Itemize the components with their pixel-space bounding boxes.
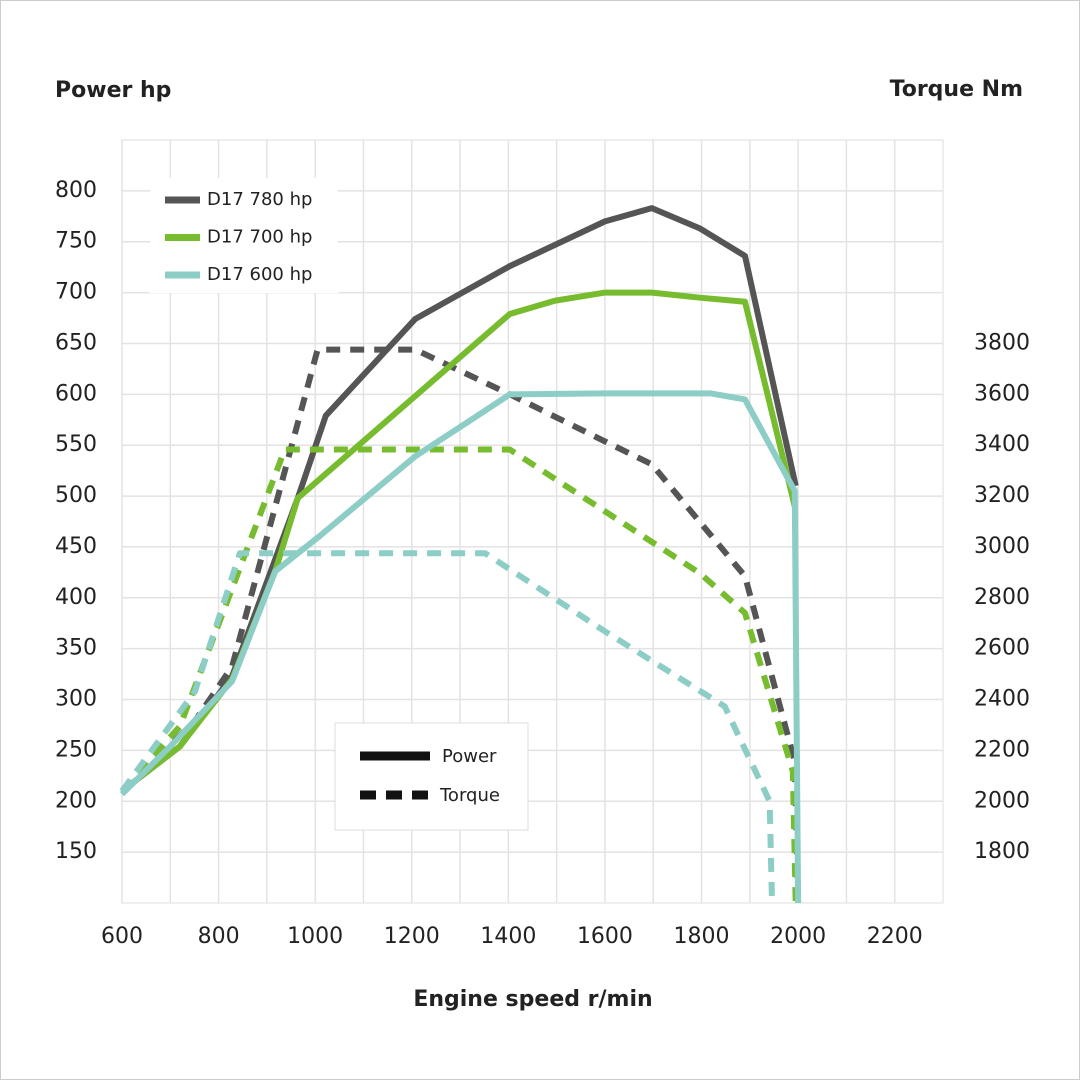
- x-tick-label: 1000: [287, 924, 343, 949]
- x-tick-label: 600: [101, 924, 143, 949]
- y-tick-label: 200: [55, 788, 97, 813]
- y-tick-label: 750: [55, 229, 97, 254]
- y-tick-label: 300: [55, 687, 97, 712]
- x-tick-label: 2200: [867, 924, 923, 949]
- y2-tick-label: 3000: [974, 534, 1030, 559]
- y-axis-title: Power hp: [55, 78, 171, 103]
- power-line: [119, 390, 802, 904]
- x-tick-label: 1200: [384, 924, 440, 949]
- y2-tick-label: 2600: [974, 636, 1030, 661]
- x-tick-label: 800: [198, 924, 240, 949]
- y2-tick-label: 2800: [974, 585, 1030, 610]
- x-axis-title: Engine speed r/min: [413, 987, 652, 1012]
- y-tick-label: 700: [55, 280, 97, 305]
- y2-tick-label: 2400: [974, 687, 1030, 712]
- y-tick-label: 550: [55, 432, 97, 457]
- y-tick-label: 450: [55, 534, 97, 559]
- style-label: Torque: [439, 785, 500, 806]
- y-tick-label: 400: [55, 585, 97, 610]
- y2-tick-label: 2200: [974, 737, 1030, 762]
- x-tick-label: 1800: [674, 924, 730, 949]
- legend-label: D17 780 hp: [207, 189, 312, 210]
- y2-tick-label: 3400: [974, 432, 1030, 457]
- x-tick-label: 1400: [480, 924, 536, 949]
- y2-tick-label: 3600: [974, 381, 1030, 406]
- y2-tick-label: 2000: [974, 788, 1030, 813]
- style-label: Power: [442, 746, 497, 767]
- torque-line: [119, 446, 799, 904]
- y-tick-label: 500: [55, 483, 97, 508]
- legend-label: D17 600 hp: [207, 264, 312, 285]
- y2-tick-label: 3200: [974, 483, 1030, 508]
- y-tick-label: 600: [55, 381, 97, 406]
- x-tick-label: 2000: [770, 924, 826, 949]
- legend-label: D17 700 hp: [207, 227, 312, 248]
- y2-tick-label: 1800: [974, 839, 1030, 864]
- style-legend-box: [334, 722, 529, 831]
- torque-line: [119, 550, 776, 904]
- y-tick-label: 250: [55, 737, 97, 762]
- y2-axis-title: Torque Nm: [890, 77, 1023, 102]
- y-tick-label: 800: [55, 178, 97, 203]
- y-tick-label: 350: [55, 636, 97, 661]
- y-tick-label: 650: [55, 330, 97, 355]
- y2-tick-label: 3800: [974, 330, 1030, 355]
- y-tick-label: 150: [55, 839, 97, 864]
- x-tick-label: 1600: [577, 924, 633, 949]
